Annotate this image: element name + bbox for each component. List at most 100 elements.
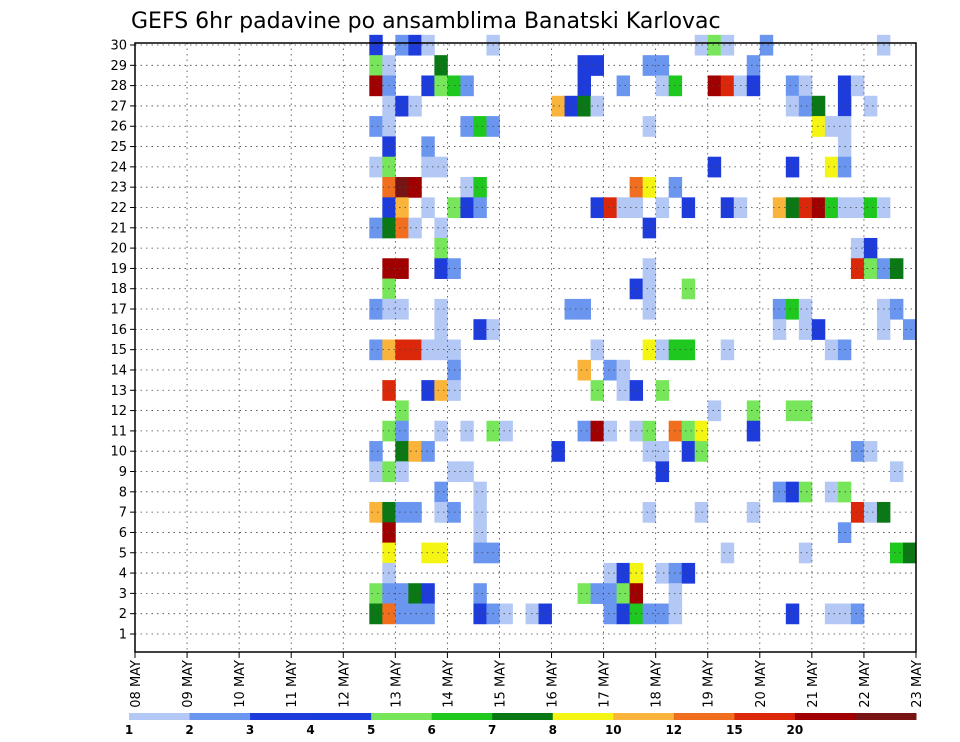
heatmap-cell (798, 542, 813, 564)
colorbar-label: 3 (246, 723, 254, 737)
heatmap-cell (473, 501, 487, 523)
y-tick-label: 11 (110, 424, 127, 439)
heatmap-cell (785, 156, 800, 178)
heatmap-cell (434, 298, 448, 320)
y-tick-label: 18 (110, 282, 127, 297)
heatmap-cell (434, 55, 448, 76)
heatmap-cell (538, 603, 552, 625)
heatmap-cell (642, 258, 657, 279)
heatmap-cell (551, 441, 565, 462)
colorbar-swatch (310, 713, 372, 720)
heatmap-cell (616, 583, 631, 604)
heatmap-cell (434, 258, 448, 279)
heatmap-cell (785, 75, 800, 97)
y-tick-label: 15 (110, 343, 127, 358)
colorbar-swatch (734, 713, 796, 720)
heatmap-cell (798, 400, 813, 422)
heatmap-cell (434, 319, 448, 340)
heatmap-cell (395, 197, 409, 219)
heatmap-cell (889, 542, 904, 564)
plot-frame (134, 42, 917, 653)
heatmap-cell (811, 319, 826, 340)
heatmap-cell (421, 339, 435, 361)
heatmap-cell (863, 237, 878, 259)
heatmap-cell (473, 603, 487, 625)
heatmap-cell (824, 481, 839, 503)
x-tick-label: 11 MAY (285, 660, 300, 708)
heatmap-cell (434, 75, 448, 97)
heatmap-cell (811, 116, 826, 137)
heatmap-cell (395, 339, 409, 361)
heatmap-cell (616, 359, 631, 381)
heatmap-cell (577, 75, 591, 97)
heatmap-cell (434, 481, 448, 503)
heatmap-cell (499, 603, 513, 625)
heatmap-cell (707, 34, 722, 56)
heatmap-cell (460, 461, 474, 483)
colorbar-label: 20 (787, 723, 804, 737)
heatmap-cell (564, 298, 578, 320)
heatmap-cell (798, 319, 813, 340)
colorbar-label: 15 (726, 723, 743, 737)
colorbar-label: 2 (185, 723, 193, 737)
heatmap-cell (824, 156, 839, 178)
heatmap-cell (889, 461, 904, 483)
colorbar-swatch (552, 713, 614, 720)
heatmap-cell (460, 420, 474, 442)
x-tick-label: 21 MAY (806, 660, 821, 708)
heatmap-cell (434, 420, 448, 442)
x-tick-label: 22 MAY (858, 660, 873, 708)
heatmap-cell (603, 197, 618, 219)
heatmap-cell (577, 298, 591, 320)
heatmap-cell (408, 603, 422, 625)
heatmap-cell (369, 116, 383, 137)
heatmap-cell (616, 603, 631, 625)
x-tick-label: 13 MAY (389, 660, 404, 708)
heatmap-cell (720, 542, 735, 564)
heatmap-cell (603, 420, 618, 442)
y-tick-label: 8 (119, 485, 127, 500)
heatmap-cell (473, 481, 487, 503)
heatmap-cell (785, 95, 800, 117)
heatmap-cell (577, 55, 591, 76)
heatmap-cell (395, 95, 409, 117)
colorbar-label: 12 (665, 723, 682, 737)
heatmap-cell (421, 380, 435, 401)
heatmap-cell (577, 95, 591, 117)
heatmap-cell (642, 420, 657, 442)
heatmap-cell (421, 197, 435, 219)
heatmap-cell (395, 400, 409, 422)
heatmap-cell (759, 34, 774, 56)
colorbar-swatch (189, 713, 251, 720)
heatmap-cell (798, 298, 813, 320)
heatmap-cell (369, 339, 383, 361)
heatmap-cell (720, 34, 735, 56)
heatmap-cell (863, 95, 878, 117)
heatmap-cell (863, 441, 878, 462)
heatmap-cell (369, 441, 383, 462)
heatmap-cell (655, 461, 670, 483)
heatmap-cell (798, 95, 813, 117)
heatmap-cell (434, 542, 448, 564)
heatmap-cell (850, 258, 865, 279)
heatmap-cell (395, 441, 409, 462)
heatmap-cell (577, 420, 591, 442)
heatmap-cell (369, 34, 383, 56)
heatmap-cell (434, 380, 448, 401)
colorbar-label: 6 (428, 723, 436, 737)
heatmap-cell (798, 481, 813, 503)
y-tick-label: 1 (119, 628, 127, 643)
colorbar-swatch (673, 713, 735, 720)
heatmap-cell (642, 501, 657, 523)
heatmap-cell (473, 522, 487, 543)
heatmap-cell (824, 116, 839, 137)
heatmap-cell (642, 603, 657, 625)
heatmap-cell (369, 298, 383, 320)
heatmap-cell (681, 278, 696, 300)
heatmap-cell (369, 501, 383, 523)
heatmap-cell (473, 542, 487, 564)
heatmap-cell (603, 603, 618, 625)
colorbar-swatch (371, 713, 433, 720)
heatmap-cell (694, 420, 709, 442)
heatmap-cell (369, 217, 383, 239)
